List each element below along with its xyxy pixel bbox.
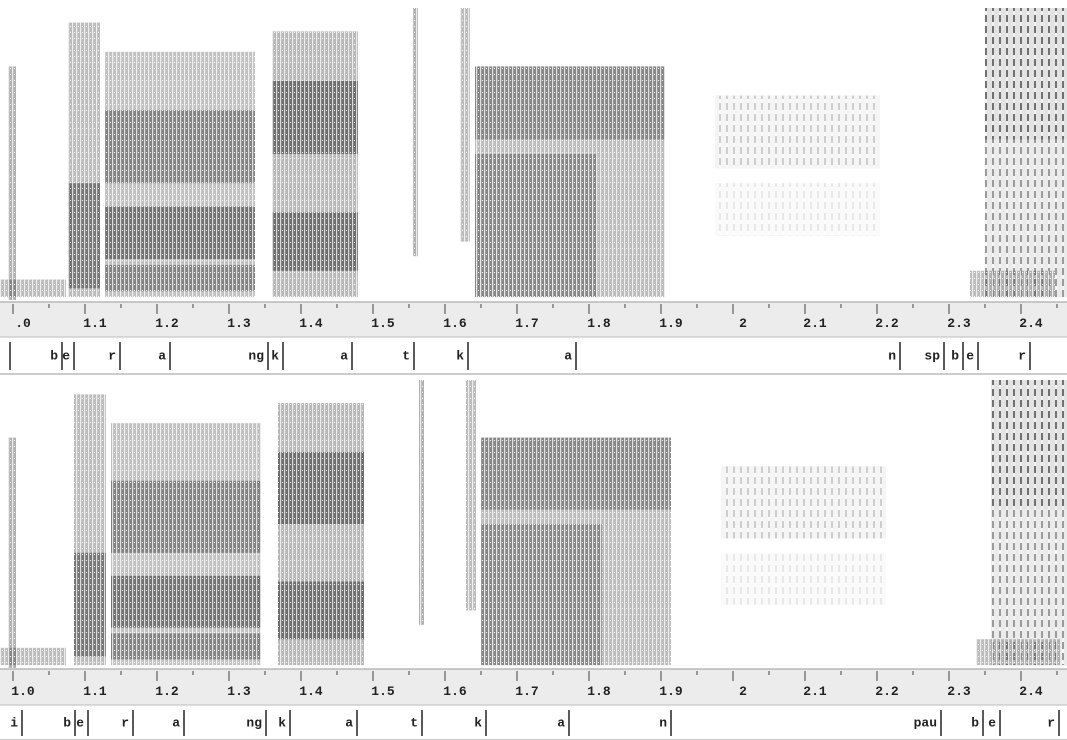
spectrogram-texture <box>74 394 106 666</box>
segment-label: t <box>402 348 410 363</box>
segment-label: e <box>966 348 974 363</box>
spectrogram-texture <box>8 437 16 668</box>
spectrogram-texture <box>419 380 424 625</box>
time-ruler <box>0 669 1067 705</box>
tick-label: 2.1 <box>803 316 827 331</box>
segment-label: b <box>63 715 71 730</box>
segment-label: k <box>474 715 482 730</box>
tick-label: 1.0 <box>11 684 35 699</box>
segment-label: e <box>62 348 70 363</box>
tick-label: 1.3 <box>227 684 251 699</box>
spectrogram-texture <box>413 8 418 257</box>
spectrogram-texture <box>475 154 596 298</box>
tick-label: 1.2 <box>155 316 179 331</box>
spectrogram-texture <box>460 8 470 242</box>
spectrogram-texture <box>715 95 880 236</box>
segment-label: a <box>340 348 348 363</box>
segment-label: e <box>988 715 996 730</box>
tick-label: 1.4 <box>299 684 323 699</box>
segment-label: a <box>172 715 180 730</box>
spectrogram-texture <box>721 466 886 605</box>
spectrogram-texture <box>481 524 602 666</box>
segment-label: b <box>50 348 58 363</box>
segment-label: a <box>557 715 565 730</box>
spectrogram-texture <box>278 403 364 666</box>
spectrogram-texture <box>272 31 358 298</box>
tick-label: 1.8 <box>587 316 611 331</box>
tick-label: 2.3 <box>947 316 971 331</box>
spectrogram-texture <box>991 380 1067 666</box>
segment-label: b <box>951 348 959 363</box>
tick-label: 1.1 <box>83 316 107 331</box>
tick-label: 1.5 <box>371 316 395 331</box>
spectrogram-texture <box>68 22 100 298</box>
spectrogram-texture <box>970 270 1055 298</box>
segment-label: ng <box>248 348 264 363</box>
tick-label: 1.3 <box>227 316 251 331</box>
segment-label: pau <box>914 715 937 730</box>
segment-label: k <box>456 348 464 363</box>
tick-label: 2.2 <box>875 316 899 331</box>
segment-label: k <box>278 715 286 730</box>
tick-label: 1.2 <box>155 684 179 699</box>
spectrogram <box>0 380 1067 668</box>
tick-label: 2 <box>739 684 747 699</box>
tick-label: 1.4 <box>299 316 323 331</box>
segment-label: n <box>888 348 896 363</box>
tick-label: 2.3 <box>947 684 971 699</box>
time-ruler <box>0 302 1067 337</box>
tick-label: 1.7 <box>515 316 538 331</box>
segment-label: r <box>1047 715 1055 730</box>
tick-label: 1.9 <box>659 684 683 699</box>
spectrogram-texture <box>985 8 1067 298</box>
tick-label: 2 <box>739 316 747 331</box>
tick-label: 1.8 <box>587 684 611 699</box>
segment-label: e <box>76 715 84 730</box>
segment-label: k <box>271 348 279 363</box>
tick-label: 1.9 <box>659 316 683 331</box>
segment-label: t <box>410 715 418 730</box>
segment-label: b <box>971 715 979 730</box>
spectrogram <box>0 8 1067 301</box>
spectrogram-texture <box>0 279 66 298</box>
segment-label: r <box>121 715 129 730</box>
spectrogram-texture <box>105 51 255 298</box>
tick-label: 1.6 <box>443 684 467 699</box>
segment-label: r <box>1018 348 1026 363</box>
tick-label: 1.5 <box>371 684 395 699</box>
spectrogram-texture <box>466 380 476 611</box>
spectrogram-texture <box>0 647 66 666</box>
spectrogram-texture <box>111 423 261 666</box>
segment-label: n <box>659 715 667 730</box>
spectrogram-texture <box>976 639 1061 666</box>
tick-label: 1.7 <box>515 684 538 699</box>
tick-label: 2.4 <box>1019 684 1043 699</box>
segment-label: i <box>10 715 18 730</box>
spectrogram-texture <box>8 66 16 301</box>
tick-label: 1.6 <box>443 316 467 331</box>
tick-label: .0 <box>15 316 31 331</box>
tick-label: 2.1 <box>803 684 827 699</box>
segment-label: a <box>564 348 572 363</box>
segment-label: ng <box>246 715 262 730</box>
segment-label: r <box>108 348 116 363</box>
tick-label: 2.2 <box>875 684 899 699</box>
segment-label: a <box>345 715 353 730</box>
segment-label: sp <box>924 348 940 363</box>
tick-label: 2.4 <box>1019 316 1043 331</box>
tick-label: 1.1 <box>83 684 107 699</box>
segment-label: a <box>158 348 166 363</box>
